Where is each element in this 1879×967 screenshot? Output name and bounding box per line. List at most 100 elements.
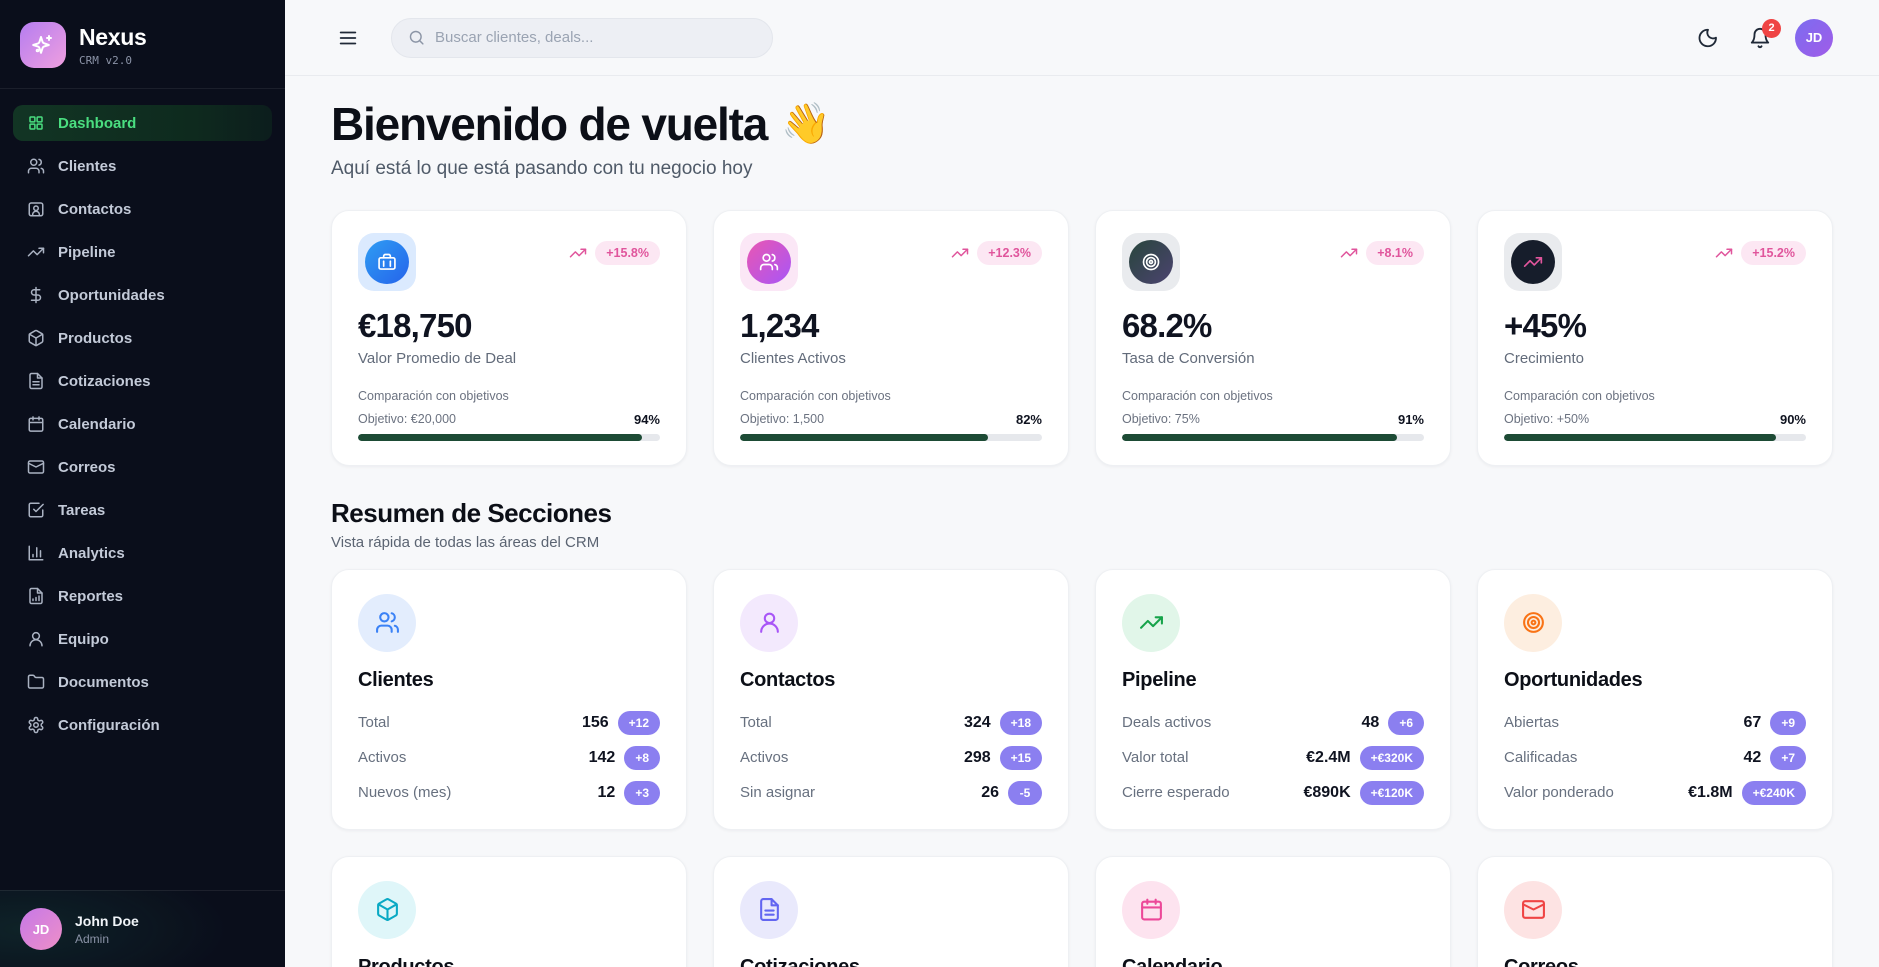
bar-chart-icon	[27, 544, 45, 562]
stat-icon-tile	[358, 232, 416, 291]
sidebar-item-equipo[interactable]: Equipo	[13, 621, 272, 657]
package-icon	[27, 329, 45, 347]
sidebar-item-calendario[interactable]: Calendario	[13, 406, 272, 442]
section-title: Correos	[1504, 955, 1579, 967]
stat-label: Clientes Activos	[740, 349, 846, 367]
delta-badge: +7	[1770, 745, 1806, 770]
section-card-calendario[interactable]: Calendario	[1095, 855, 1451, 967]
trend-value: +12.3%	[977, 240, 1042, 265]
sidebar-item-label: Equipo	[58, 630, 109, 648]
file-chart-icon	[27, 587, 45, 605]
main-area: 2 JD Bienvenido de vuelta 👋 Aquí está lo…	[285, 0, 1879, 967]
sidebar-item-label: Reportes	[58, 587, 124, 605]
delta-badge: +€120K	[1359, 780, 1424, 805]
menu-icon	[337, 27, 359, 49]
notifications-button[interactable]: 2	[1743, 18, 1781, 55]
section-card-correos[interactable]: Correos	[1477, 855, 1833, 967]
search-input[interactable]	[435, 29, 756, 46]
progress-bar	[1122, 433, 1424, 441]
progress-bar	[1504, 433, 1806, 441]
sections-subtitle: Vista rápida de todas las áreas del CRM	[331, 533, 600, 551]
section-title: Oportunidades	[1504, 668, 1643, 691]
trending-up-icon	[951, 244, 969, 262]
app-name: Nexus	[79, 23, 147, 50]
sidebar-item-label: Correos	[58, 458, 116, 476]
trend-badge: +15.8%	[569, 240, 660, 265]
trending-up-icon	[1122, 593, 1180, 652]
stat-value: €18,750	[358, 306, 472, 344]
sidebar-nav: Dashboard Clientes Contactos Pipeline Op…	[0, 89, 285, 750]
sidebar-user-profile[interactable]: JD John Doe Admin	[0, 890, 285, 967]
trend-value: +8.1%	[1366, 240, 1424, 265]
users-icon	[747, 239, 791, 284]
section-card-oportunidades[interactable]: Oportunidades Abiertas 67 +9 Calificadas …	[1477, 568, 1833, 830]
menu-button[interactable]	[331, 21, 365, 55]
section-card-cotizaciones[interactable]: Cotizaciones	[713, 855, 1069, 967]
page-subtitle: Aquí está lo que está pasando con tu neg…	[331, 157, 753, 179]
section-stat-row: Sin asignar 26 -5	[740, 780, 1042, 805]
gear-icon	[27, 716, 45, 734]
sidebar-item-documentos[interactable]: Documentos	[13, 664, 272, 700]
trending-up-icon	[1340, 244, 1358, 262]
section-title: Calendario	[1122, 955, 1223, 967]
stat-value: 1,234	[740, 306, 819, 344]
sidebar-item-clientes[interactable]: Clientes	[13, 148, 272, 184]
section-stat-row: Abiertas 67 +9	[1504, 710, 1806, 735]
sidebar: Nexus CRM v2.0 Dashboard Clientes Contac…	[0, 0, 285, 967]
sidebar-item-configuracion[interactable]: Configuración	[13, 707, 272, 743]
trend-badge: +12.3%	[951, 240, 1042, 265]
delta-badge: +€320K	[1359, 745, 1424, 770]
stat-icon-tile	[1504, 232, 1562, 291]
progress-bar	[740, 433, 1042, 441]
users-icon	[27, 157, 45, 175]
calendar-icon	[27, 415, 45, 433]
delta-badge: +9	[1770, 710, 1806, 735]
sidebar-item-contactos[interactable]: Contactos	[13, 191, 272, 227]
target-label: Objetivo: 1,500	[740, 412, 825, 427]
section-card-productos[interactable]: Productos	[331, 855, 687, 967]
user-name: John Doe	[75, 912, 139, 929]
user-role: Admin	[75, 931, 110, 946]
dark-mode-toggle[interactable]	[1691, 21, 1725, 55]
users-icon	[358, 593, 416, 652]
sidebar-item-correos[interactable]: Correos	[13, 449, 272, 485]
sidebar-item-dashboard[interactable]: Dashboard	[13, 105, 272, 141]
section-card-contactos[interactable]: Contactos Total 324 +18 Activos 298 +15 Si…	[713, 568, 1069, 830]
section-card-clientes[interactable]: Clientes Total 156 +12 Activos 142 +8 Nuev…	[331, 568, 687, 830]
package-icon	[358, 880, 416, 939]
briefcase-icon	[365, 239, 409, 284]
sidebar-item-reportes[interactable]: Reportes	[13, 578, 272, 614]
comparison-caption: Comparación con objetivos	[358, 388, 509, 403]
brand: Nexus CRM v2.0	[0, 0, 285, 89]
section-card-pipeline[interactable]: Pipeline Deals activos 48 +6 Valor total …	[1095, 568, 1451, 830]
section-stat-row: Cierre esperado €890K +€120K	[1122, 780, 1424, 805]
stat-card-tasa-conversion: +8.1% 68.2% Tasa de Conversión Comparaci…	[1095, 209, 1451, 466]
contact-card-icon	[27, 200, 45, 218]
notification-badge: 2	[1762, 18, 1781, 38]
sidebar-item-label: Pipeline	[58, 243, 116, 261]
mail-icon	[27, 458, 45, 476]
calendar-icon	[1122, 880, 1180, 939]
sidebar-item-label: Cotizaciones	[58, 372, 151, 390]
check-square-icon	[27, 501, 45, 519]
sidebar-item-oportunidades[interactable]: Oportunidades	[13, 277, 272, 313]
sidebar-item-label: Dashboard	[58, 114, 137, 132]
trend-badge: +8.1%	[1340, 240, 1424, 265]
sidebar-item-cotizaciones[interactable]: Cotizaciones	[13, 363, 272, 399]
wave-emoji: 👋	[781, 102, 831, 147]
stat-label: Tasa de Conversión	[1122, 349, 1255, 367]
trending-up-icon	[1511, 239, 1555, 284]
sidebar-item-pipeline[interactable]: Pipeline	[13, 234, 272, 270]
section-stat-row: Nuevos (mes) 12 +3	[358, 780, 660, 805]
moon-icon	[1697, 27, 1719, 49]
progress-bar	[358, 433, 660, 441]
stat-value: +45%	[1504, 306, 1587, 344]
sidebar-item-analytics[interactable]: Analytics	[13, 535, 272, 571]
avatar[interactable]: JD	[1795, 18, 1833, 57]
sidebar-item-label: Oportunidades	[58, 286, 165, 304]
stat-card-crecimiento: +15.2% +45% Crecimiento Comparación con …	[1477, 209, 1833, 466]
sidebar-item-productos[interactable]: Productos	[13, 320, 272, 356]
file-text-icon	[27, 372, 45, 390]
sidebar-item-tareas[interactable]: Tareas	[13, 492, 272, 528]
sidebar-item-label: Documentos	[58, 673, 149, 691]
